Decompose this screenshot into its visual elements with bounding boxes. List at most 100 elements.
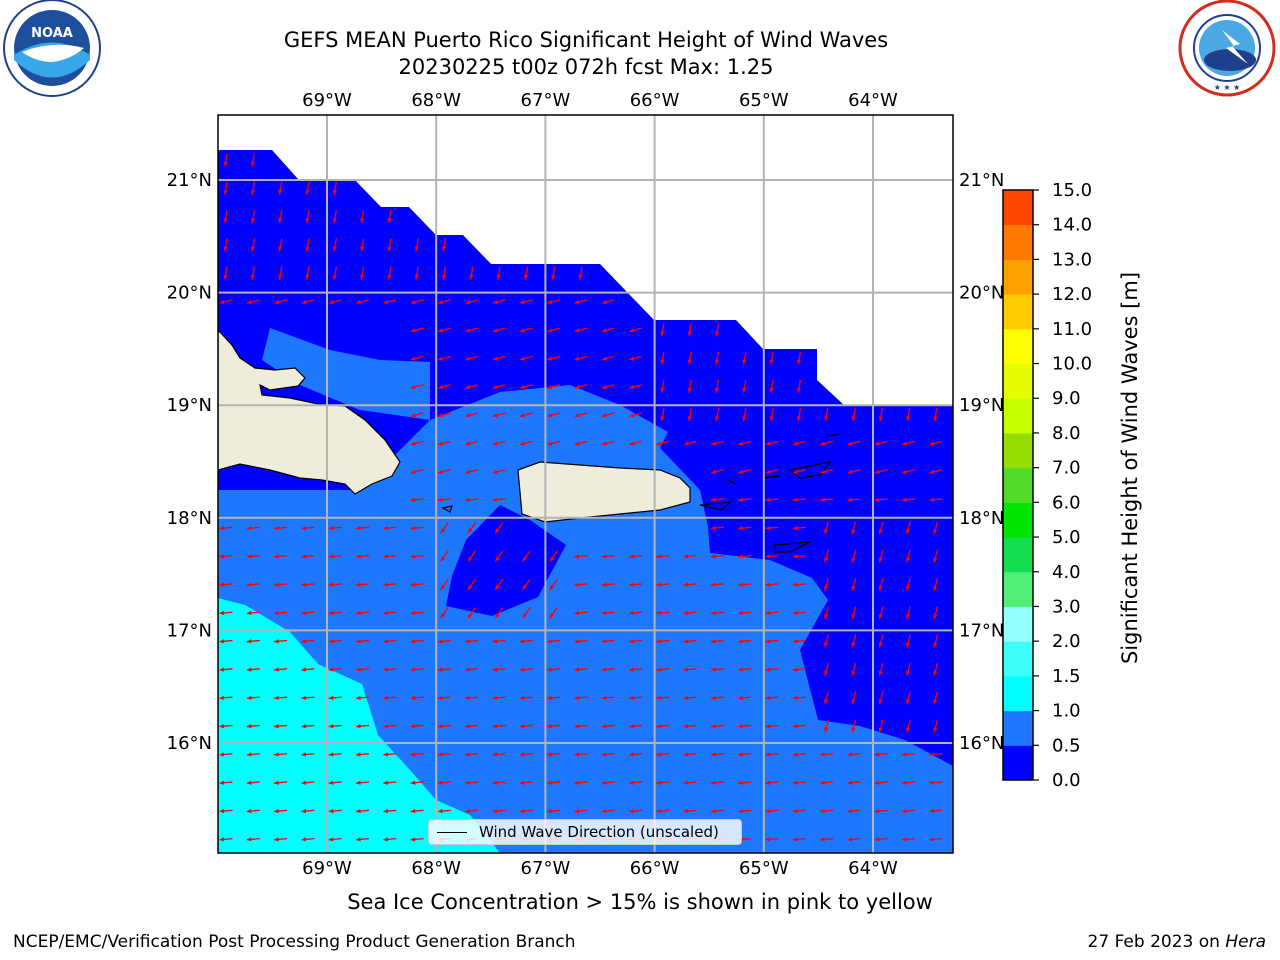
wave-direction-arrowhead <box>738 752 743 757</box>
wave-direction-arrowhead <box>274 752 279 757</box>
wave-direction-arrowhead <box>738 780 743 785</box>
wave-direction-arrowhead <box>547 724 552 729</box>
wave-direction-arrowhead <box>410 610 416 616</box>
wave-direction-arrowhead <box>792 525 798 531</box>
wave-direction-arrowhead <box>246 695 252 701</box>
wave-direction-arrowhead <box>278 189 283 195</box>
wave-direction-arrowhead <box>683 639 689 644</box>
wave-direction-arrowhead <box>274 525 279 531</box>
wave-direction-arrowhead <box>851 585 856 591</box>
wave-direction-arrowhead <box>410 525 416 531</box>
wave-direction-arrowhead <box>465 752 470 757</box>
wave-direction-arrowhead <box>520 356 525 361</box>
colorbar-segment <box>1003 502 1033 538</box>
wave-direction-arrowhead <box>465 780 470 785</box>
wave-direction-arrowhead <box>383 808 388 814</box>
wave-direction-arrowhead <box>574 554 580 559</box>
wave-direction-arrowhead <box>438 299 444 305</box>
wave-direction-arrowhead <box>246 525 252 531</box>
wave-direction-arrowhead <box>495 556 500 562</box>
wave-direction-arrowhead <box>410 780 416 785</box>
colorbar-tick-label: 6.0 <box>1052 492 1081 513</box>
wave-direction-arrowhead <box>851 614 856 620</box>
wave-direction-arrowhead <box>356 837 361 842</box>
wave-direction-arrowhead <box>383 525 388 531</box>
wave-direction-arrowhead <box>328 554 334 559</box>
wave-direction-arrowhead <box>742 359 747 365</box>
wave-direction-arrowhead <box>656 808 661 814</box>
colorbar-segment <box>1003 432 1033 469</box>
wave-direction-arrowhead <box>792 667 798 672</box>
wave-direction-arrowhead <box>328 639 334 644</box>
wave-direction-arrowhead <box>383 582 388 587</box>
wave-direction-arrowhead <box>820 837 825 842</box>
wave-direction-arrowhead <box>438 384 444 390</box>
wave-direction-arrowhead <box>792 582 798 587</box>
wave-direction-arrowhead <box>519 808 525 814</box>
wave-direction-arrowhead <box>902 808 907 814</box>
wave-direction-arrowhead <box>305 274 310 280</box>
wave-direction-arrowhead <box>820 497 825 502</box>
wave-direction-arrowhead <box>765 724 771 729</box>
wave-direction-arrowhead <box>360 246 365 252</box>
wave-direction-arrowhead <box>793 441 798 446</box>
wave-direction-arrowhead <box>823 727 829 733</box>
wave-direction-arrowhead <box>440 613 446 619</box>
wave-direction-arrowhead <box>301 724 307 729</box>
lon-tick-label: 69°W <box>302 90 352 111</box>
wave-direction-arrowhead <box>301 695 307 701</box>
wave-direction-arrowhead <box>301 780 307 785</box>
colorbar-tick-label: 7.0 <box>1052 458 1081 479</box>
wave-direction-arrowhead <box>792 724 798 729</box>
wave-direction-arrowhead <box>522 613 527 619</box>
wave-direction-arrowhead <box>465 469 471 474</box>
lat-tick-label: 21°N <box>959 170 1004 191</box>
wave-direction-arrowhead <box>933 727 938 733</box>
wave-direction-arrowhead <box>710 582 716 587</box>
lat-tick-label: 20°N <box>167 283 212 304</box>
wave-direction-arrowhead <box>301 667 307 672</box>
wave-direction-arrowhead <box>878 670 883 676</box>
wave-direction-arrowhead <box>467 584 473 590</box>
wave-direction-arrowhead <box>495 528 500 534</box>
wave-direction-arrowhead <box>601 299 607 305</box>
wave-direction-arrowhead <box>274 837 279 842</box>
wave-direction-arrowhead <box>905 642 911 648</box>
wave-direction-arrowhead <box>547 356 553 361</box>
wave-direction-arrowhead <box>492 667 498 672</box>
wave-direction-arrowhead <box>246 639 252 644</box>
wave-direction-arrowhead <box>601 780 607 785</box>
wave-direction-arrowhead <box>356 780 361 785</box>
wave-direction-arrowhead <box>465 724 470 729</box>
wave-direction-arrowhead <box>601 667 607 672</box>
wave-direction-arrowhead <box>492 639 498 644</box>
wave-direction-arrowhead <box>223 218 228 224</box>
wave-direction-arrowhead <box>301 525 307 531</box>
wave-direction-arrowhead <box>902 497 907 502</box>
wave-direction-arrowhead <box>438 441 444 446</box>
wave-direction-arrowhead <box>274 299 280 305</box>
wave-direction-arrowhead <box>274 554 279 559</box>
wave-direction-arrowhead <box>574 639 580 644</box>
wave-direction-arrowhead <box>356 582 361 587</box>
wave-direction-arrowhead <box>549 613 555 619</box>
wave-direction-arrowhead <box>683 441 689 446</box>
wave-direction-arrowhead <box>250 189 256 195</box>
wave-direction-arrowhead <box>465 667 470 672</box>
wave-direction-arrowhead <box>710 724 716 729</box>
wave-direction-arrowhead <box>683 610 689 616</box>
wave-direction-arrowhead <box>851 727 856 733</box>
wave-direction-arrowhead <box>710 667 716 672</box>
lon-tick-label: 68°W <box>411 858 461 879</box>
colorbar-tick-label: 9.0 <box>1052 388 1081 409</box>
wave-direction-arrowhead <box>629 441 635 446</box>
wave-direction-arrowhead <box>522 556 527 562</box>
wave-direction-arrowhead <box>305 218 310 224</box>
wave-direction-arrowhead <box>356 724 361 729</box>
wave-direction-arrowhead <box>219 780 225 785</box>
wave-direction-arrowhead <box>796 359 802 365</box>
wave-direction-arrowhead <box>219 525 225 531</box>
wave-direction-arrowhead <box>902 752 907 757</box>
wave-direction-arrowhead <box>437 752 443 757</box>
wave-direction-arrowhead <box>792 639 798 644</box>
